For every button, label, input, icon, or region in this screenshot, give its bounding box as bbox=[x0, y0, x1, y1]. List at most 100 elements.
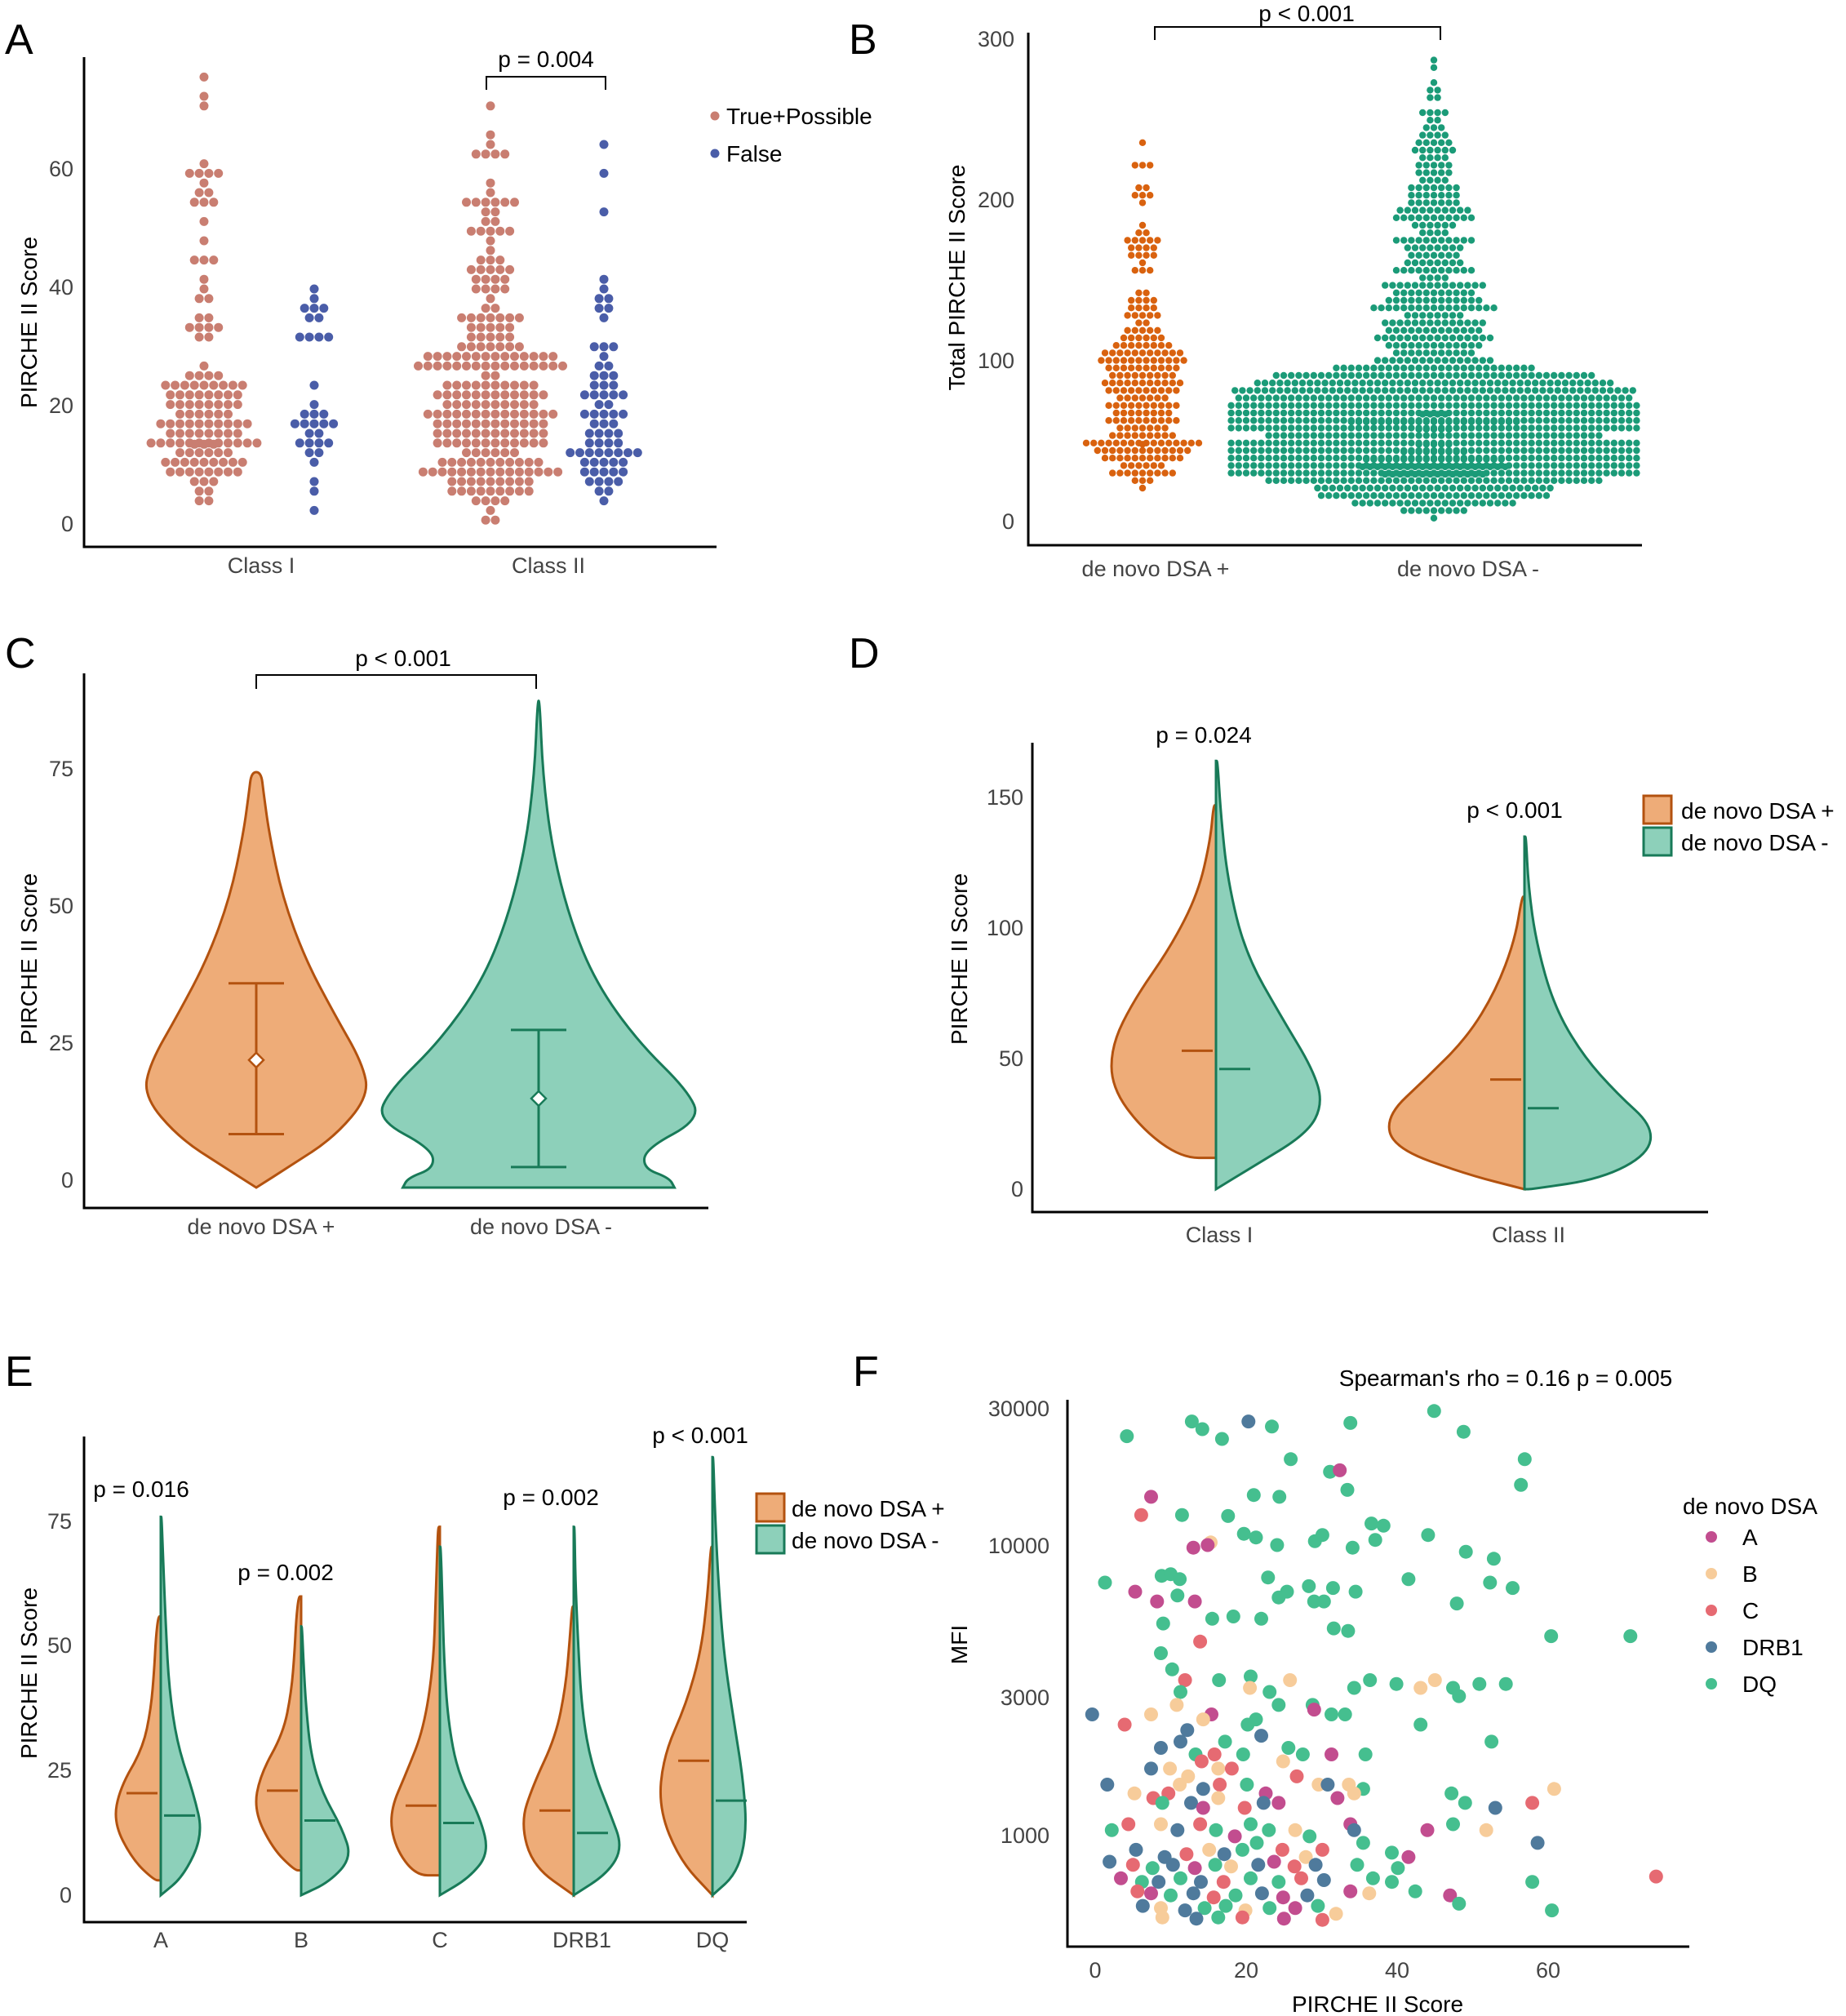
panel-a-true-possible-dot bbox=[184, 448, 194, 458]
panel-b-dsa-neg-dot bbox=[1535, 394, 1543, 402]
panel-b-dsa-neg-dot bbox=[1325, 492, 1333, 500]
panel-b-dsa-neg-dot bbox=[1411, 380, 1419, 387]
panel-b-dsa-pos-dot bbox=[1165, 417, 1173, 424]
panel-b-dsa-neg-dot bbox=[1400, 289, 1408, 296]
panel-f-point-dq bbox=[1368, 1533, 1382, 1548]
panel-b-dsa-neg-dot bbox=[1490, 477, 1498, 484]
panel-b-dsa-neg-dot bbox=[1430, 492, 1438, 500]
panel-b-dsa-pos-dot bbox=[1131, 394, 1139, 402]
panel-b-dsa-neg-dot bbox=[1486, 500, 1494, 507]
panel-b-dsa-neg-dot bbox=[1430, 394, 1438, 402]
panel-b-dsa-neg-dot bbox=[1392, 214, 1400, 221]
panel-b-dsa-neg-dot bbox=[1227, 439, 1235, 446]
panel-b-dsa-neg-dot bbox=[1336, 387, 1344, 394]
panel-b-dsa-neg-dot bbox=[1479, 282, 1487, 289]
panel-b-dsa-neg-dot bbox=[1516, 484, 1524, 492]
panel-b-dsa-pos-dot bbox=[1105, 364, 1112, 371]
panel-b-dsa-neg-dot bbox=[1438, 364, 1445, 371]
panel-b-dsa-neg-dot bbox=[1438, 425, 1445, 433]
panel-b-dsa-neg-dot bbox=[1520, 492, 1528, 500]
panel-b-dsa-pos-dot bbox=[1120, 342, 1128, 349]
panel-b-dsa-neg-dot bbox=[1565, 439, 1573, 446]
panel-b-dsa-neg-dot bbox=[1325, 371, 1333, 380]
panel-b-dsa-neg-dot bbox=[1558, 424, 1565, 432]
panel-e-ytick-50: 50 bbox=[47, 1633, 72, 1658]
panel-b-dsa-pos-dot bbox=[1161, 394, 1169, 402]
panel-a-true-possible-dot bbox=[224, 390, 233, 400]
panel-b-dsa-neg-dot bbox=[1479, 470, 1487, 478]
panel-b-dsa-neg-dot bbox=[1595, 477, 1603, 484]
panel-b-dsa-neg-dot bbox=[1535, 492, 1543, 500]
panel-b-dsa-neg-dot bbox=[1573, 432, 1581, 439]
panel-b-dsa-neg-dot bbox=[1445, 418, 1453, 425]
panel-b-dsa-neg-dot bbox=[1434, 117, 1441, 124]
panel-b-dsa-neg-dot bbox=[1464, 470, 1471, 478]
panel-b-dsa-neg-dot bbox=[1404, 470, 1412, 478]
panel-b-dsa-neg-dot bbox=[1588, 432, 1595, 439]
panel-b-dsa-neg-dot bbox=[1607, 380, 1614, 387]
panel-b-dsa-neg-dot bbox=[1392, 394, 1400, 402]
panel-b-dsa-neg-dot bbox=[1396, 500, 1404, 507]
panel-b-dsa-neg-dot bbox=[1551, 446, 1558, 455]
panel-b-dsa-neg-dot bbox=[1396, 334, 1404, 342]
panel-b-dsa-neg-dot bbox=[1617, 417, 1626, 424]
panel-b-dsa-neg-dot bbox=[1580, 477, 1588, 484]
panel-b-dsa-neg-dot bbox=[1272, 477, 1280, 484]
panel-b-dsa-neg-dot bbox=[1513, 364, 1520, 371]
panel-a-true-possible-dot bbox=[510, 419, 519, 429]
panel-a-false-dot bbox=[304, 332, 314, 342]
panel-f-point-dq bbox=[1211, 1910, 1226, 1925]
panel-b-dsa-pos-dot bbox=[1143, 417, 1150, 424]
panel-a-true-possible-dot bbox=[466, 313, 476, 322]
panel-a-true-possible-dot bbox=[481, 390, 490, 400]
panel-a-true-possible-dot bbox=[462, 380, 471, 390]
panel-f-legend-drb1-marker bbox=[1706, 1641, 1717, 1653]
panel-b-dsa-neg-dot bbox=[1370, 394, 1378, 402]
panel-b-dsa-neg-dot bbox=[1415, 326, 1422, 334]
panel-b-dsa-neg-dot bbox=[1565, 469, 1573, 477]
panel-b-dsa-pos-dot bbox=[1138, 469, 1147, 477]
panel-b-dsa-neg-dot bbox=[1542, 455, 1551, 462]
panel-a-true-possible-dot bbox=[471, 429, 481, 438]
panel-b-dsa-neg-dot bbox=[1351, 380, 1359, 387]
panel-b-dsa-pos-dot bbox=[1124, 326, 1131, 334]
panel-a-true-possible-dot bbox=[476, 477, 486, 486]
panel-b-dsa-neg-dot bbox=[1321, 380, 1329, 387]
panel-b-dsa-pos-dot bbox=[1150, 402, 1158, 409]
panel-b-dsa-neg-dot bbox=[1298, 387, 1307, 394]
panel-f-point-c bbox=[1294, 1871, 1308, 1885]
panel-f-point-c bbox=[1287, 1859, 1302, 1874]
panel-b-dsa-neg-dot bbox=[1396, 470, 1404, 478]
panel-b-dsa-neg-dot bbox=[1411, 387, 1419, 394]
panel-b-dsa-neg-dot bbox=[1295, 455, 1302, 462]
panel-b-dsa-neg-dot bbox=[1333, 409, 1340, 417]
panel-b-dsa-neg-dot bbox=[1415, 432, 1422, 439]
panel-a-true-possible-dot bbox=[199, 255, 209, 265]
panel-b-dsa-neg-dot bbox=[1457, 206, 1464, 214]
panel-b-dsa-neg-dot bbox=[1438, 184, 1445, 192]
panel-a-true-possible-dot bbox=[204, 313, 214, 322]
panel-a-true-possible-dot bbox=[524, 477, 534, 486]
panel-a-true-possible-dot bbox=[204, 371, 214, 380]
panel-a-true-possible-dot bbox=[242, 419, 252, 429]
panel-b-dsa-neg-dot bbox=[1453, 296, 1460, 304]
panel-b-dsa-neg-dot bbox=[1404, 484, 1412, 492]
panel-b-dsa-neg-dot bbox=[1558, 439, 1565, 446]
panel-b-dsa-pos-dot bbox=[1105, 357, 1112, 364]
panel-b-dsa-neg-dot bbox=[1633, 455, 1640, 462]
panel-a-true-possible-dot bbox=[199, 101, 209, 111]
panel-a-bracket bbox=[486, 76, 606, 90]
panel-b-dsa-neg-dot bbox=[1250, 394, 1258, 402]
panel-b-dsa-neg-dot bbox=[1467, 349, 1475, 357]
panel-a-true-possible-dot bbox=[214, 419, 224, 429]
panel-b-dsa-pos-dot bbox=[1143, 229, 1150, 237]
panel-b-dsa-pos-dot bbox=[1116, 424, 1124, 432]
panel-b-dsa-neg-dot bbox=[1265, 455, 1272, 462]
panel-b-dsa-neg-dot bbox=[1460, 492, 1468, 500]
panel-a-true-possible-dot bbox=[466, 264, 476, 274]
panel-f-point-dq bbox=[1120, 1429, 1134, 1444]
panel-f-point-c bbox=[1315, 1842, 1329, 1857]
panel-a-true-possible-dot bbox=[204, 429, 214, 438]
panel-b-dsa-neg-dot bbox=[1542, 469, 1551, 477]
panel-b-dsa-neg-dot bbox=[1427, 259, 1434, 267]
